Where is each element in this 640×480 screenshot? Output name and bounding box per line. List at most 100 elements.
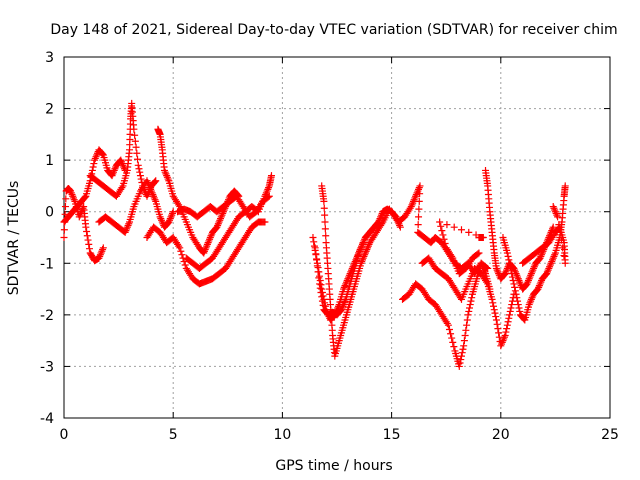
data-point <box>168 211 176 219</box>
data-point <box>511 283 519 291</box>
data-point <box>534 285 542 293</box>
data-point <box>175 201 183 209</box>
data-point <box>317 289 325 297</box>
data-point <box>525 275 533 283</box>
data-point <box>152 177 160 185</box>
data-point <box>80 194 88 202</box>
data-point <box>131 137 139 145</box>
data-point <box>201 247 209 255</box>
data-point <box>206 234 214 241</box>
data-point <box>118 158 126 166</box>
data-point <box>477 259 485 267</box>
data-point <box>550 252 558 260</box>
data-point <box>448 334 456 342</box>
data-point <box>491 309 499 317</box>
series-arc-j <box>318 182 393 360</box>
data-point <box>88 166 96 174</box>
data-point <box>132 143 140 151</box>
data-point <box>214 221 222 229</box>
data-point <box>500 335 508 343</box>
data-point <box>98 149 106 157</box>
data-point <box>543 270 551 278</box>
data-point <box>494 325 502 333</box>
data-point <box>478 261 486 269</box>
data-point <box>460 342 468 350</box>
data-point <box>363 246 371 254</box>
series-arc-a <box>60 185 107 265</box>
data-point <box>70 196 78 204</box>
data-point <box>416 182 424 190</box>
data-point <box>91 156 99 164</box>
data-point <box>455 362 463 370</box>
data-point <box>523 280 531 288</box>
data-point <box>338 304 346 312</box>
data-point <box>468 294 476 302</box>
data-point <box>341 297 349 305</box>
data-point <box>118 184 126 192</box>
data-point <box>85 240 93 248</box>
data-point <box>158 218 166 226</box>
data-point <box>545 264 553 272</box>
data-point <box>99 150 107 158</box>
data-point <box>67 189 75 197</box>
series-arc-n <box>418 254 518 350</box>
data-point <box>83 227 91 235</box>
data-point <box>555 221 563 229</box>
data-point <box>492 316 500 324</box>
data-point <box>150 192 158 200</box>
data-point <box>526 299 534 307</box>
data-point <box>479 263 487 271</box>
data-point <box>464 311 472 319</box>
data-point <box>463 316 471 324</box>
data-point <box>202 244 210 252</box>
data-point <box>466 301 474 309</box>
data-point <box>509 276 517 284</box>
data-point <box>440 235 448 243</box>
data-point <box>204 239 212 247</box>
data-point <box>524 278 532 286</box>
data-point <box>67 187 75 195</box>
data-point <box>214 220 222 228</box>
data-point <box>201 246 209 254</box>
data-point <box>493 266 501 274</box>
data-point <box>512 290 520 298</box>
data-point <box>530 264 538 272</box>
data-point <box>412 191 420 199</box>
data-point <box>175 242 183 250</box>
data-point <box>528 268 536 276</box>
data-point <box>168 209 176 217</box>
data-point <box>551 208 559 216</box>
data-point <box>219 209 227 217</box>
data-point <box>261 218 269 226</box>
data-point <box>525 301 533 309</box>
data-point <box>536 280 544 288</box>
data-point <box>60 234 68 241</box>
data-point <box>200 249 208 257</box>
data-point <box>356 246 364 254</box>
data-point <box>450 343 458 351</box>
data-point <box>321 225 329 233</box>
data-point <box>508 270 516 278</box>
data-point <box>536 254 544 262</box>
data-point <box>457 352 465 360</box>
data-point <box>459 345 467 353</box>
data-point <box>163 172 171 180</box>
data-point <box>68 191 76 199</box>
data-point <box>358 258 366 266</box>
data-point <box>340 283 348 291</box>
data-point <box>340 299 348 307</box>
data-point <box>415 213 423 221</box>
data-point <box>516 307 524 315</box>
data-point <box>205 237 213 245</box>
data-point <box>507 304 515 312</box>
data-point <box>526 273 534 281</box>
data-point <box>378 220 386 228</box>
data-point <box>362 247 370 255</box>
data-point <box>265 184 273 192</box>
data-point <box>110 166 118 174</box>
data-point <box>341 282 349 290</box>
data-point <box>164 175 172 183</box>
data-point <box>514 275 522 283</box>
data-point <box>122 227 130 235</box>
